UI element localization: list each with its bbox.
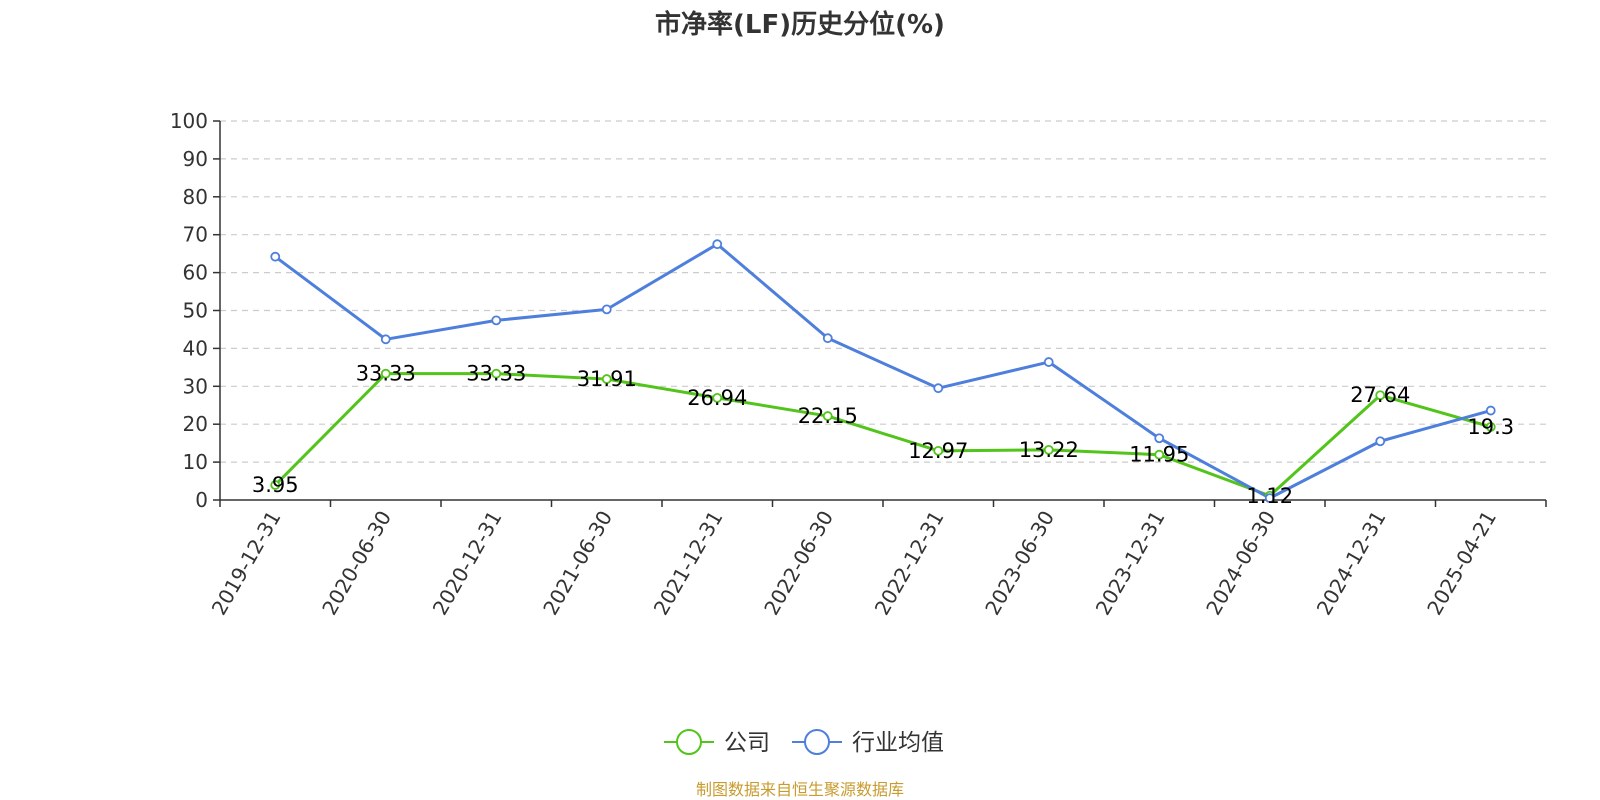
x-tick-label: 2020-06-30	[317, 507, 396, 620]
series-line-0	[274, 372, 1492, 498]
y-tick-label: 90	[183, 147, 208, 171]
data-point	[1043, 444, 1054, 455]
data-point	[1485, 421, 1496, 432]
x-tick-label: 2025-04-21	[1422, 507, 1501, 620]
data-point	[1375, 390, 1386, 401]
data-labels: 3.95 33.33 33.33 31.91 26.94 22.15 12.97 13.22 1…	[252, 362, 1514, 508]
y-tick-label: 0	[195, 488, 208, 512]
x-tick-label: 2024-06-30	[1201, 507, 1280, 620]
x-tick-label: 2022-06-30	[759, 507, 838, 620]
data-point	[712, 239, 723, 250]
data-label: 3.95	[252, 473, 299, 497]
x-tick-label: 2020-12-31	[428, 507, 507, 620]
data-point	[1154, 449, 1165, 460]
data-point	[1375, 436, 1386, 447]
data-point	[1043, 357, 1054, 367]
data-point	[1264, 493, 1275, 504]
y-tick-label: 50	[183, 299, 208, 323]
data-point	[822, 333, 833, 344]
data-label: 12.97	[908, 439, 968, 463]
y-tick-label: 80	[183, 185, 208, 209]
data-label: 26.94	[687, 386, 747, 410]
x-tick-label: 2019-12-31	[207, 507, 286, 620]
y-tick-label: 10	[183, 450, 208, 474]
data-label: 11.95	[1129, 443, 1189, 467]
data-point	[822, 411, 833, 421]
x-axis-ticks: 2019-12-31 2020-06-30 2020-12-31 2021-06-30…	[207, 500, 1547, 620]
data-point	[601, 374, 612, 384]
data-label: 33.33	[356, 362, 416, 386]
y-tick-label: 40	[183, 336, 208, 360]
data-point	[601, 304, 612, 315]
data-point	[491, 368, 502, 379]
y-tick-label: 60	[183, 261, 208, 285]
data-point	[933, 445, 944, 456]
series-lines	[274, 242, 1492, 500]
x-tick-label: 2021-06-30	[538, 507, 617, 620]
legend: 公司 行业均值	[664, 729, 944, 756]
data-label: 27.64	[1350, 383, 1410, 407]
legend-swatch-marker	[804, 729, 830, 755]
series-points	[270, 239, 1496, 504]
x-tick-label: 2022-12-31	[870, 507, 949, 620]
data-label: 1.12	[1246, 484, 1293, 508]
legend-swatch-marker	[676, 729, 702, 755]
x-tick-label: 2023-06-30	[980, 507, 1059, 620]
legend-label: 行业均值	[852, 730, 944, 756]
data-label: 13.22	[1019, 438, 1079, 462]
data-point	[933, 383, 944, 394]
data-point	[491, 315, 502, 326]
data-label: 19.3	[1467, 415, 1514, 439]
data-label: 22.15	[798, 404, 858, 428]
y-tick-label: 100	[170, 109, 208, 133]
data-point	[270, 251, 281, 262]
x-tick-label: 2024-12-31	[1312, 507, 1391, 620]
grid-lines	[220, 120, 1546, 463]
y-axis-ticks: 0 10 20 30 40 50 60 70 80 90 100	[170, 109, 220, 512]
data-point	[380, 334, 391, 345]
data-point	[1485, 405, 1496, 416]
data-label: 33.33	[466, 362, 526, 386]
y-tick-label: 20	[183, 412, 208, 436]
y-tick-label: 70	[183, 223, 208, 247]
data-point	[270, 480, 281, 490]
data-point	[1154, 433, 1165, 444]
data-source-note: 制图数据来自恒生聚源数据库	[695, 780, 904, 799]
y-tick-label: 30	[183, 374, 208, 398]
data-point	[380, 368, 391, 379]
chart-title: 市净率(LF)历史分位(%)	[655, 10, 945, 40]
data-label: 31.91	[577, 367, 637, 391]
series-line-1	[274, 242, 1492, 500]
data-point	[712, 392, 723, 403]
x-tick-label: 2021-12-31	[649, 507, 728, 620]
x-tick-label: 2023-12-31	[1091, 507, 1170, 620]
legend-label: 公司	[724, 730, 770, 756]
